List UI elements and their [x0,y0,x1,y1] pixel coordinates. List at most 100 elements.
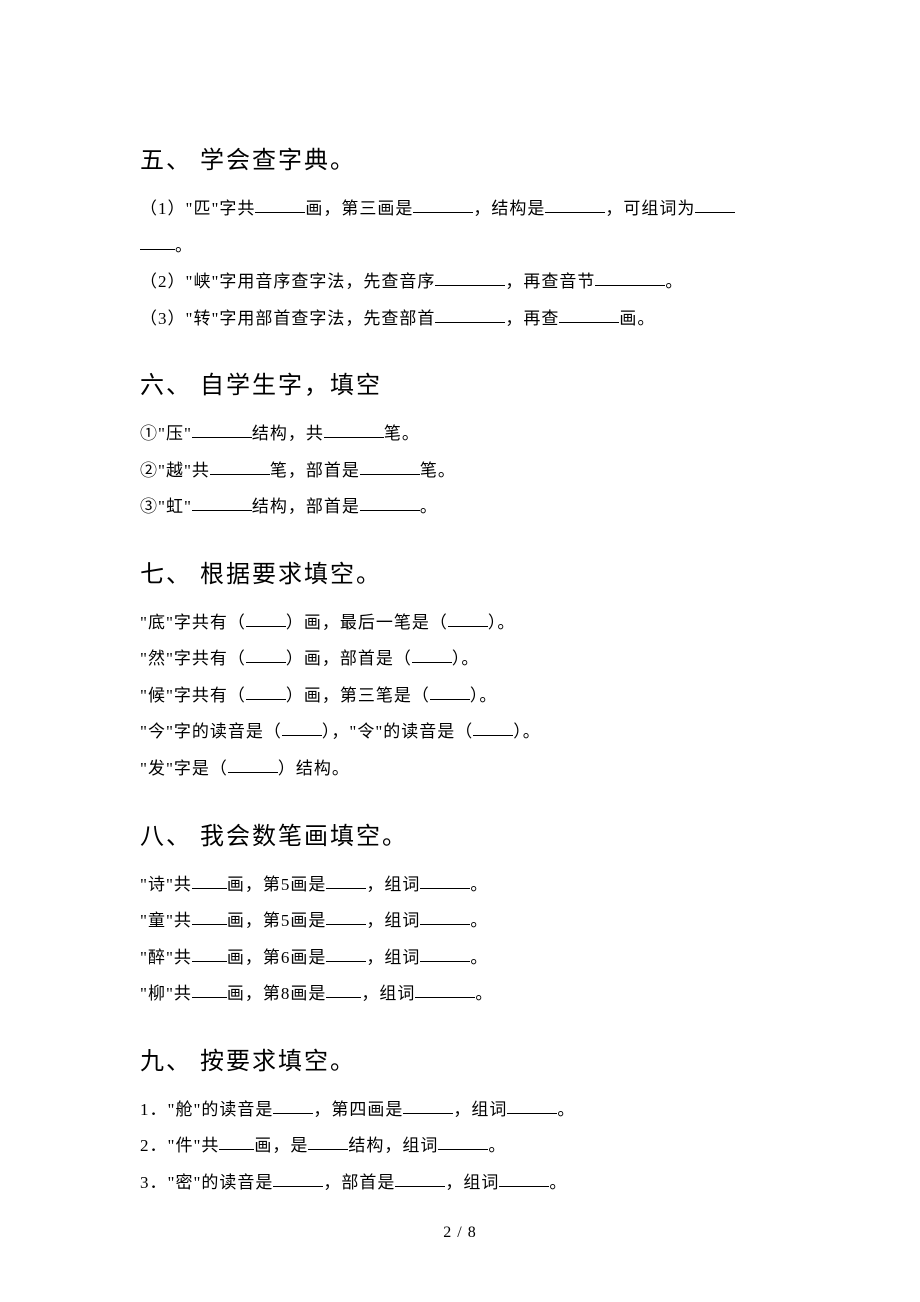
section-9-item-1: 1．"舱"的读音是，第四画是，组词。 [140,1092,790,1129]
item-num: （3） [140,309,186,328]
text: ）画，最后一笔是（ [286,613,448,632]
fill-blank[interactable] [499,1169,549,1187]
fill-blank[interactable] [192,420,252,438]
fill-blank[interactable] [140,232,175,250]
item-num: ② [140,461,158,480]
text: ）。 [488,613,516,632]
section-6-item-1: ①"压"结构，共笔。 [140,416,790,453]
fill-blank[interactable] [403,1096,453,1114]
text: 笔。 [420,461,456,480]
text: 。 [475,984,493,1003]
section-5-item-2: （2）"峡"字用音序查字法，先查音序，再查音节。 [140,264,790,301]
fill-blank[interactable] [228,755,278,773]
text: 笔。 [384,424,420,443]
text: ，组词 [453,1100,507,1119]
text: 结构，部首是 [252,497,360,516]
fill-blank[interactable] [420,871,470,889]
fill-blank[interactable] [192,493,252,511]
text: ）。 [470,686,498,705]
text: 。 [488,1136,506,1155]
text: "转"字用部首查字法，先查部首 [186,309,436,328]
text: 笔，部首是 [270,461,360,480]
fill-blank[interactable] [324,420,384,438]
text: 画，第三画是 [305,199,413,218]
text: "醉"共 [140,948,192,967]
fill-blank[interactable] [308,1132,348,1150]
text: 。 [470,948,488,967]
fill-blank[interactable] [192,871,227,889]
section-9-item-3: 3．"密"的读音是，部首是，组词。 [140,1165,790,1202]
fill-blank[interactable] [507,1096,557,1114]
fill-blank[interactable] [192,944,227,962]
text: ）画，部首是（ [286,649,412,668]
fill-blank[interactable] [545,195,605,213]
fill-blank[interactable] [246,609,286,627]
fill-blank[interactable] [326,980,361,998]
fill-blank[interactable] [326,871,366,889]
fill-blank[interactable] [273,1096,313,1114]
fill-blank[interactable] [395,1169,445,1187]
text: "柳"共 [140,984,192,1003]
fill-blank[interactable] [192,980,227,998]
page-footer: 2 / 8 [0,1224,920,1242]
fill-blank[interactable] [435,305,505,323]
section-8-title: 八、 我会数笔画填空。 [140,816,790,851]
fill-blank[interactable] [448,609,488,627]
text: 画。 [619,309,655,328]
fill-blank[interactable] [420,944,470,962]
text: "虹" [158,497,192,516]
text: ，组词 [366,948,420,967]
text: "今"字的读音是（ [140,722,282,741]
fill-blank[interactable] [246,645,286,663]
section-7-item-2: "然"字共有（）画，部首是（）。 [140,641,790,678]
fill-blank[interactable] [360,493,420,511]
text: ，可组词为 [605,199,695,218]
text: 结构，组词 [348,1136,438,1155]
text: "压" [158,424,192,443]
fill-blank[interactable] [430,682,470,700]
item-num: （2） [140,272,186,291]
fill-blank[interactable] [219,1132,254,1150]
fill-blank[interactable] [360,457,420,475]
fill-blank[interactable] [595,268,665,286]
text: 。 [175,236,193,255]
text: ，部首是 [323,1173,395,1192]
text: "越"共 [158,461,210,480]
fill-blank[interactable] [282,718,322,736]
text: ，再查 [505,309,559,328]
item-num: （1） [140,199,186,218]
fill-blank[interactable] [415,980,475,998]
fill-blank[interactable] [210,457,270,475]
item-num: ③ [140,497,158,516]
fill-blank[interactable] [246,682,286,700]
section-7-item-3: "候"字共有（）画，第三笔是（）。 [140,678,790,715]
section-9-title: 九、 按要求填空。 [140,1041,790,1076]
fill-blank[interactable] [695,195,735,213]
text: 画，第8画是 [227,984,327,1003]
fill-blank[interactable] [420,907,470,925]
text: 画，是 [254,1136,308,1155]
fill-blank[interactable] [413,195,473,213]
section-6-item-2: ②"越"共 笔，部首是 笔。 [140,453,790,490]
fill-blank[interactable] [438,1132,488,1150]
fill-blank[interactable] [326,907,366,925]
fill-blank[interactable] [473,718,513,736]
text: "然"字共有（ [140,649,246,668]
fill-blank[interactable] [255,195,305,213]
section-5: 五、 学会查字典。 （1）"匹"字共画，第三画是，结构是，可组词为 。 （2）"… [140,140,790,337]
section-5-item-1: （1）"匹"字共画，第三画是，结构是，可组词为 [140,191,790,228]
fill-blank[interactable] [559,305,619,323]
section-6-title: 六、 自学生字，填空 [140,365,790,400]
section-7-item-1: "底"字共有（）画，最后一笔是（）。 [140,605,790,642]
section-7: 七、 根据要求填空。 "底"字共有（）画，最后一笔是（）。 "然"字共有（）画，… [140,554,790,788]
worksheet-page: 五、 学会查字典。 （1）"匹"字共画，第三画是，结构是，可组词为 。 （2）"… [0,0,920,1302]
fill-blank[interactable] [273,1169,323,1187]
fill-blank[interactable] [326,944,366,962]
fill-blank[interactable] [192,907,227,925]
fill-blank[interactable] [435,268,505,286]
text: 结构，共 [252,424,324,443]
fill-blank[interactable] [412,645,452,663]
text: "密"的读音是 [168,1173,274,1192]
text: "发"字是（ [140,759,228,778]
text: ）画，第三笔是（ [286,686,430,705]
